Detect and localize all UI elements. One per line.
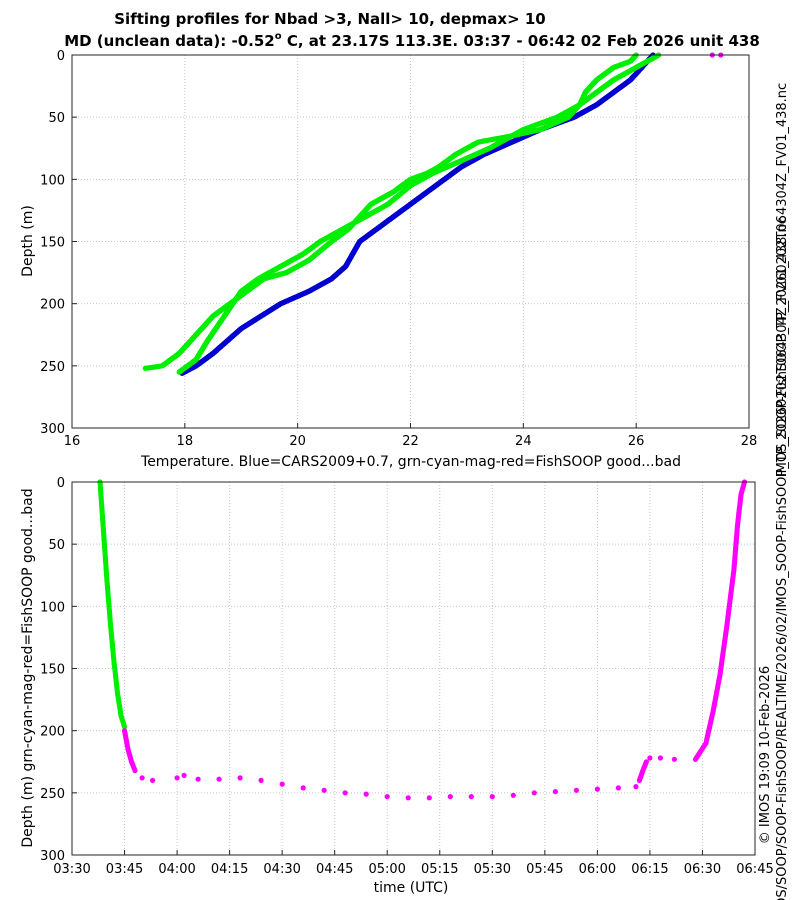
bottom-x-tick-label: 04:45 bbox=[316, 862, 353, 877]
bottom-series-1-point bbox=[132, 767, 138, 774]
chart-title-line1: Sifting profiles for Nbad >3, Nall> 10, … bbox=[114, 10, 545, 28]
bottom-series-1-point bbox=[552, 789, 559, 795]
bottom-x-tick-label: 04:30 bbox=[263, 862, 300, 877]
bottom-series-1-point bbox=[237, 775, 243, 781]
bottom-grid bbox=[71, 481, 756, 856]
bottom-y-tick-label: 100 bbox=[40, 600, 65, 615]
title-line2-end: C, at 23.17S 113.3E. 03:37 - 06:42 02 Fe… bbox=[282, 32, 760, 50]
bottom-y-tick-label: 200 bbox=[40, 725, 65, 740]
side-copyright: © IMOS 19:09 10-Feb-2026 bbox=[758, 666, 773, 844]
bottom-series-1-point bbox=[174, 775, 180, 781]
bottom-y-tick-label: 50 bbox=[48, 538, 65, 553]
bottom-x-tick-label: 04:15 bbox=[211, 862, 248, 877]
top-y-tick-label: 300 bbox=[40, 422, 65, 437]
top-x-tick-label: 16 bbox=[64, 434, 81, 449]
top-y-tick-label: 200 bbox=[40, 298, 65, 313]
bottom-series-1-point bbox=[300, 785, 306, 791]
bottom-panel: 03:30 03:45 04:00 04:15 04:30 04:45 05:00 05:15… bbox=[20, 476, 774, 896]
bottom-series-1-point bbox=[671, 756, 678, 762]
bottom-x-tick-label: 05:00 bbox=[368, 862, 405, 877]
bottom-series-1-point bbox=[531, 790, 537, 796]
top-y-tick-label: 100 bbox=[40, 173, 65, 188]
bottom-series-1-point bbox=[258, 777, 264, 784]
bottom-series-1-point bbox=[139, 775, 145, 781]
bottom-series-1-point bbox=[363, 791, 369, 797]
top-x-tick-label: 24 bbox=[515, 434, 532, 449]
top-x-tick-label: 22 bbox=[402, 434, 419, 449]
top-y-label: Depth (m) bbox=[20, 205, 36, 277]
bottom-series-1-point bbox=[510, 792, 516, 798]
bottom-y-tick-label: 250 bbox=[40, 787, 65, 802]
bottom-series-1-point bbox=[195, 776, 201, 782]
bottom-x-tick-label: 05:30 bbox=[474, 862, 511, 877]
bottom-series-1-point bbox=[615, 785, 622, 791]
bottom-x-tick-label: 04:00 bbox=[158, 862, 195, 877]
bottom-x-tick-label: 06:30 bbox=[684, 862, 721, 877]
bottom-x-tick-label: 05:15 bbox=[421, 862, 458, 877]
title-line2-start: MD (unclean data): -0.52 bbox=[64, 32, 275, 50]
bottom-x-tick-label: 05:45 bbox=[526, 862, 563, 877]
title-degree-sign: o bbox=[275, 31, 282, 42]
bottom-series-1-point bbox=[342, 790, 348, 796]
bottom-series-1-point bbox=[426, 795, 432, 801]
bottom-series-1-point bbox=[321, 787, 327, 793]
bottom-series-1-point bbox=[216, 776, 222, 782]
bottom-series-1-point bbox=[657, 755, 664, 761]
bottom-series-1-point bbox=[647, 755, 653, 761]
top-x-label: Temperature. Blue=CARS2009+0.7, grn-cyan… bbox=[140, 454, 681, 470]
bottom-series-1-point bbox=[633, 784, 639, 790]
bottom-x-tick-label: 06:15 bbox=[631, 862, 668, 877]
side-path: IMOS/SOOP/SOOP-FishSOOP/REALTIME/2026/02… bbox=[775, 217, 790, 900]
bottom-y-tick-label: 300 bbox=[40, 849, 65, 864]
chart-title-line2: MD (unclean data): -0.52o C, at 23.17S 1… bbox=[64, 31, 760, 50]
bottom-series-1-point bbox=[384, 794, 390, 800]
top-grid bbox=[71, 54, 750, 429]
bottom-series-1-point bbox=[150, 777, 156, 784]
bottom-series-1-point bbox=[447, 794, 453, 800]
top-y-tick-label: 150 bbox=[40, 236, 65, 251]
bottom-y-label: Depth (m) grn-cyan-mag-red=FishSOOP good… bbox=[20, 488, 36, 847]
bottom-x-label: time (UTC) bbox=[374, 880, 449, 896]
top-series-2-point bbox=[176, 369, 182, 375]
bottom-series-1-point bbox=[468, 794, 474, 800]
top-x-tick-label: 20 bbox=[289, 434, 306, 449]
bottom-x-tick-label: 06:00 bbox=[579, 862, 616, 877]
top-panel: 16 18 20 22 24 26 28 0 50 100 150 200 250 300 Tempera… bbox=[20, 49, 757, 470]
bottom-x-tick-label: 06:45 bbox=[736, 862, 773, 877]
bottom-series-1-point bbox=[489, 794, 495, 800]
bottom-series-1-point bbox=[279, 781, 285, 787]
bottom-series-1-point bbox=[181, 772, 187, 779]
top-ticks: 16 18 20 22 24 26 28 0 50 100 150 200 250 300 bbox=[40, 49, 757, 449]
bottom-series-1-point bbox=[405, 795, 411, 801]
bottom-y-tick-label: 0 bbox=[57, 476, 65, 491]
top-y-tick-label: 50 bbox=[48, 111, 65, 126]
bottom-x-tick-label: 03:30 bbox=[53, 862, 90, 877]
top-y-tick-label: 0 bbox=[57, 49, 65, 64]
bottom-x-tick-label: 03:45 bbox=[106, 862, 143, 877]
top-points bbox=[142, 52, 724, 376]
bottom-series-1-point bbox=[573, 787, 580, 793]
top-x-tick-label: 28 bbox=[741, 434, 758, 449]
bottom-ticks: 03:30 03:45 04:00 04:15 04:30 04:45 05:00 05:15… bbox=[40, 476, 774, 877]
top-x-tick-label: 26 bbox=[628, 434, 645, 449]
top-y-tick-label: 250 bbox=[40, 360, 65, 375]
top-series-1-point bbox=[142, 365, 148, 371]
top-x-tick-label: 18 bbox=[177, 434, 194, 449]
bottom-series-1-point bbox=[594, 786, 601, 792]
bottom-y-tick-label: 150 bbox=[40, 663, 65, 678]
